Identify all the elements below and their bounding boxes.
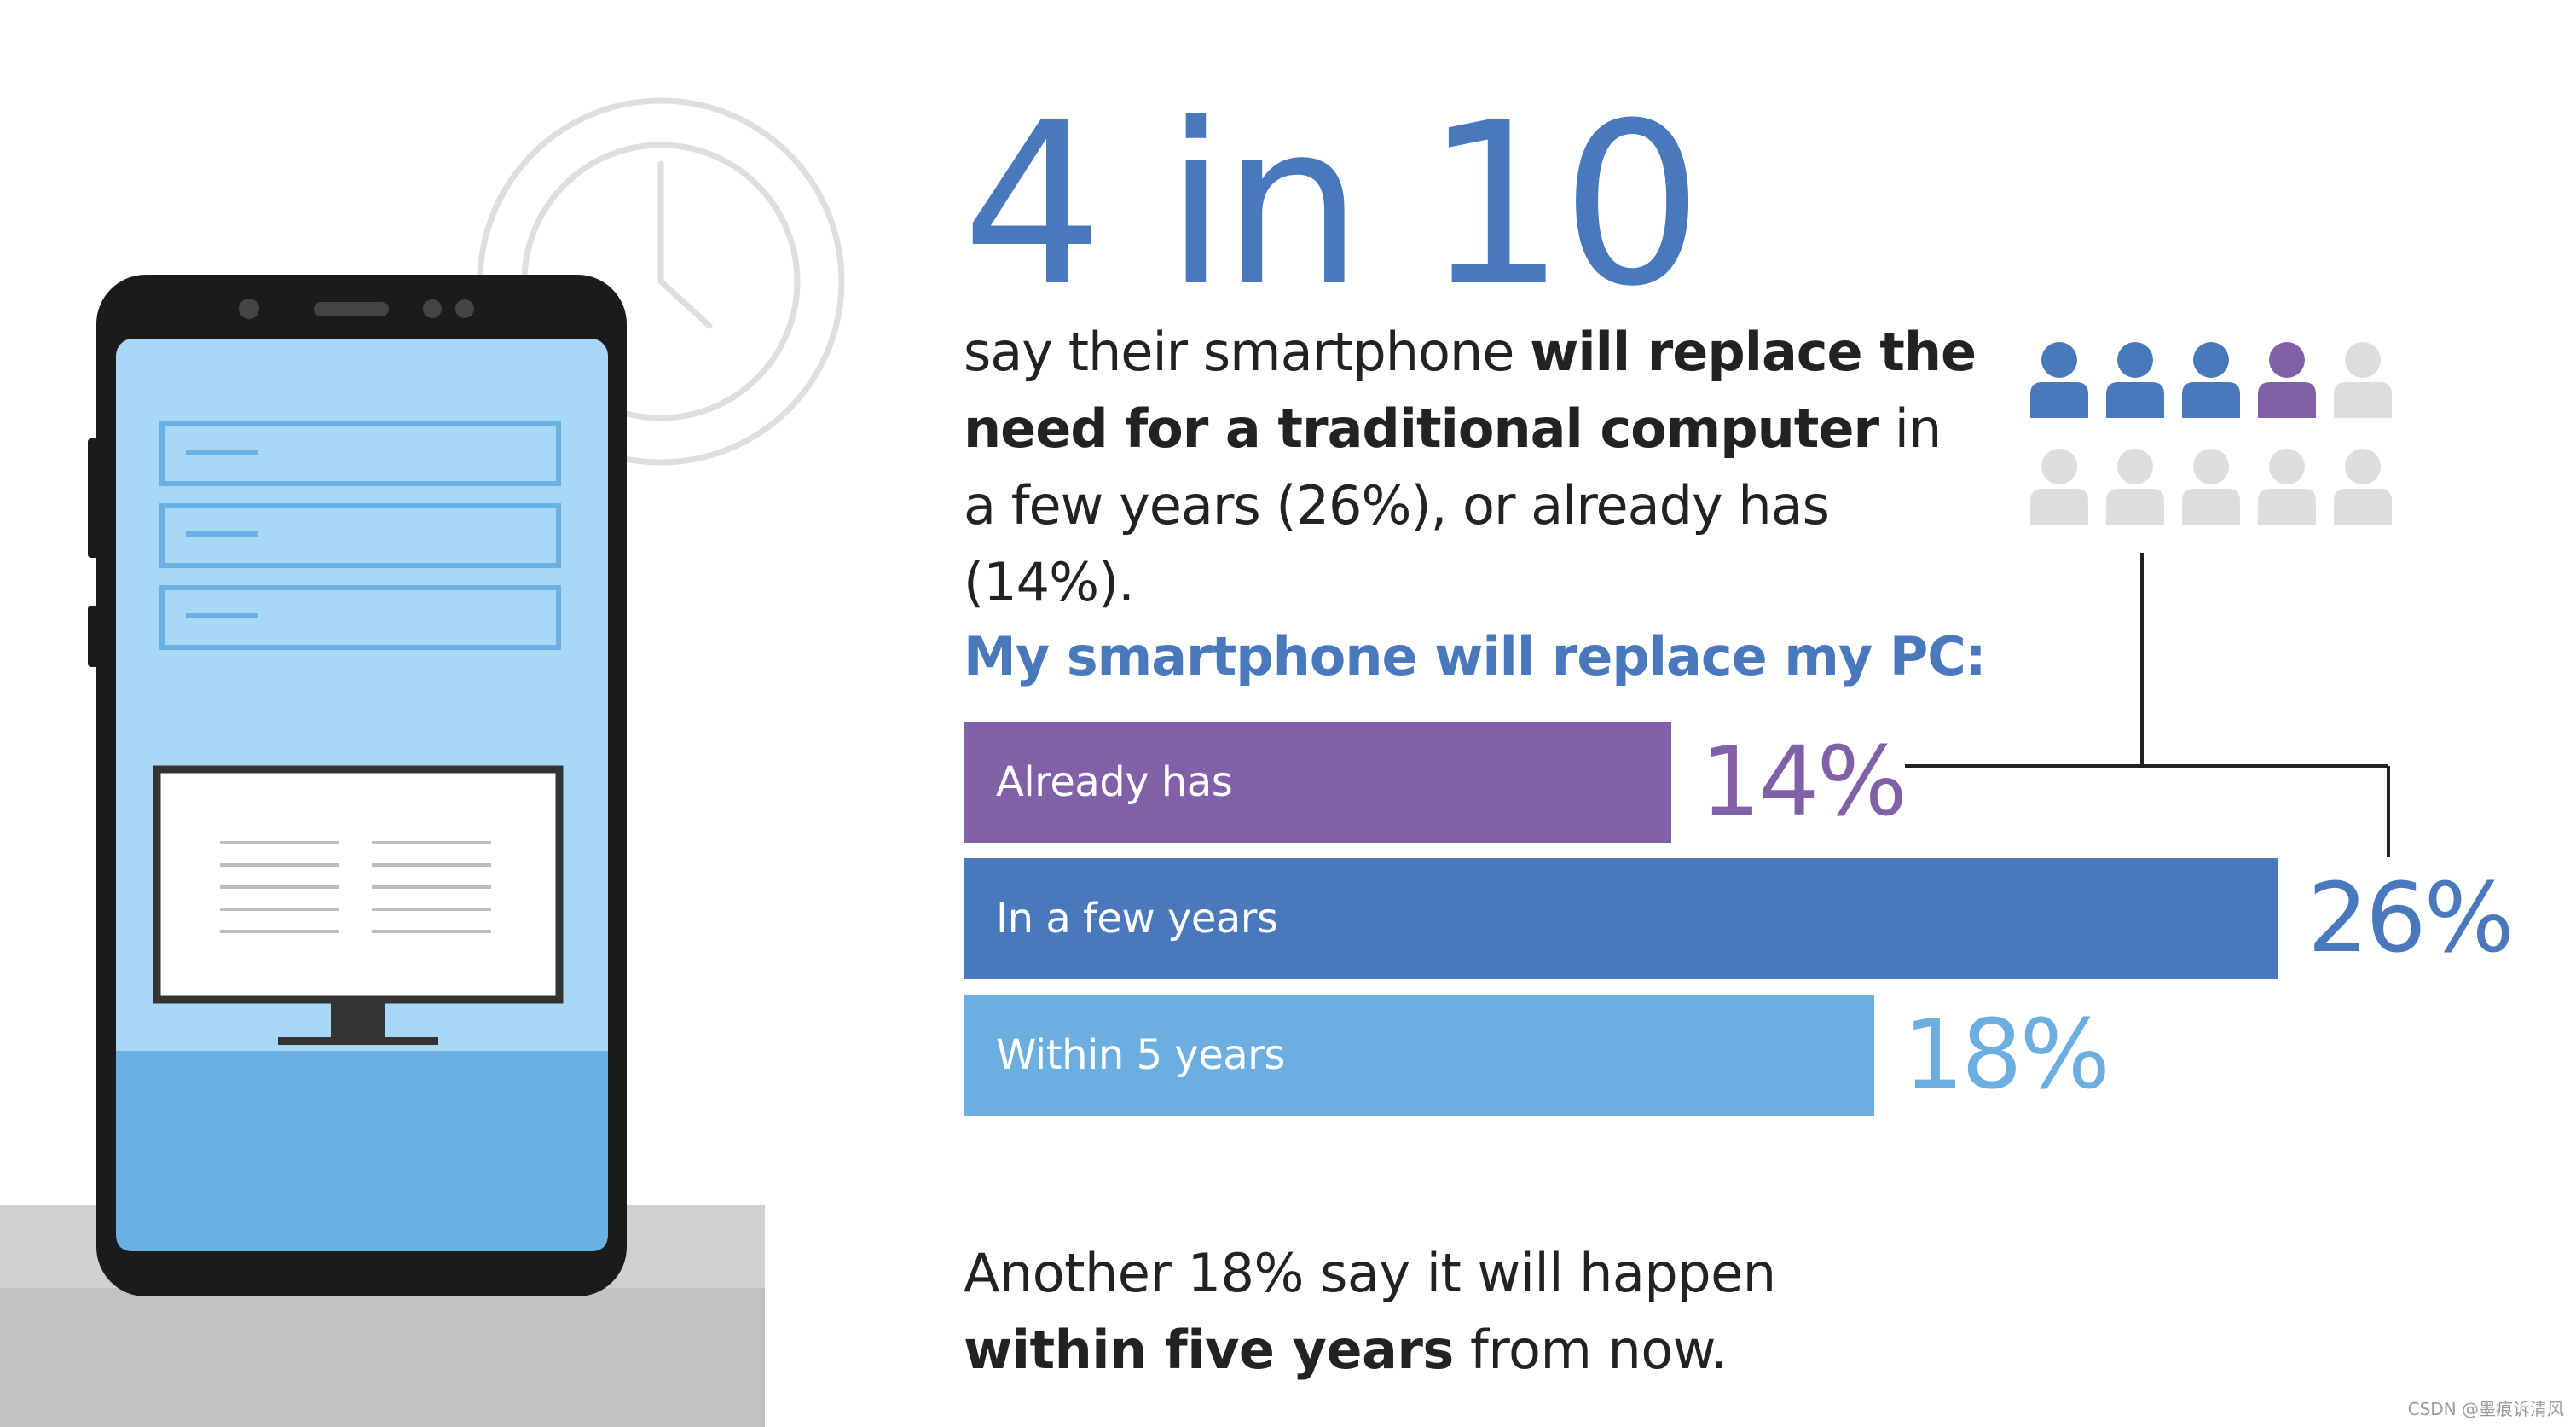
person-icon [2030,342,2088,418]
phone-illustration [0,97,845,1427]
person-icon [2258,449,2316,525]
bar-value-already-has: 14% [1700,727,1907,838]
description: say their smartphone will replace the ne… [964,314,1987,621]
person-icon [2182,342,2240,418]
footer-bold: within five years [964,1319,1454,1381]
chart-title: My smartphone will replace my PC: [964,625,1987,687]
desk-front [0,1288,765,1427]
bar-label-within-5-years: Within 5 years [996,1031,1285,1079]
person-icon [2106,449,2164,525]
description-text-2: in a few years (26%), or already has (14… [964,397,1942,613]
bar-value-within-5-years: 18% [1903,1000,2110,1111]
person-icon [2030,449,2088,525]
footer-rest: from now. [1453,1319,1728,1381]
footer-text: Another 18% say it will happen within fiv… [964,1235,1776,1389]
bar-already-has: Already has [964,722,1671,843]
person-icon [2258,342,2316,418]
bar-within-5-years: Within 5 years [964,995,1874,1116]
people-icon-grid [2030,342,2392,525]
person-icon [2334,342,2392,418]
person-icon [2334,449,2392,525]
bar-in-a-few-years: In a few years [964,858,2278,979]
headline: 4 in 10 [962,75,1703,335]
bar-label-in-a-few-years: In a few years [996,895,1278,943]
description-bold: will replace the need for a traditional … [964,321,1977,460]
phone [88,275,627,1296]
person-icon [2182,449,2240,525]
footer-line-1: Another 18% say it will happen [964,1242,1776,1304]
bar-value-in-a-few-years: 26% [2307,863,2515,974]
watermark: CSDN @墨痕诉清风 [2407,1399,2564,1419]
person-icon [2106,342,2164,418]
bar-label-already-has: Already has [996,758,1233,806]
description-text-1: say their smartphone [964,321,1531,383]
